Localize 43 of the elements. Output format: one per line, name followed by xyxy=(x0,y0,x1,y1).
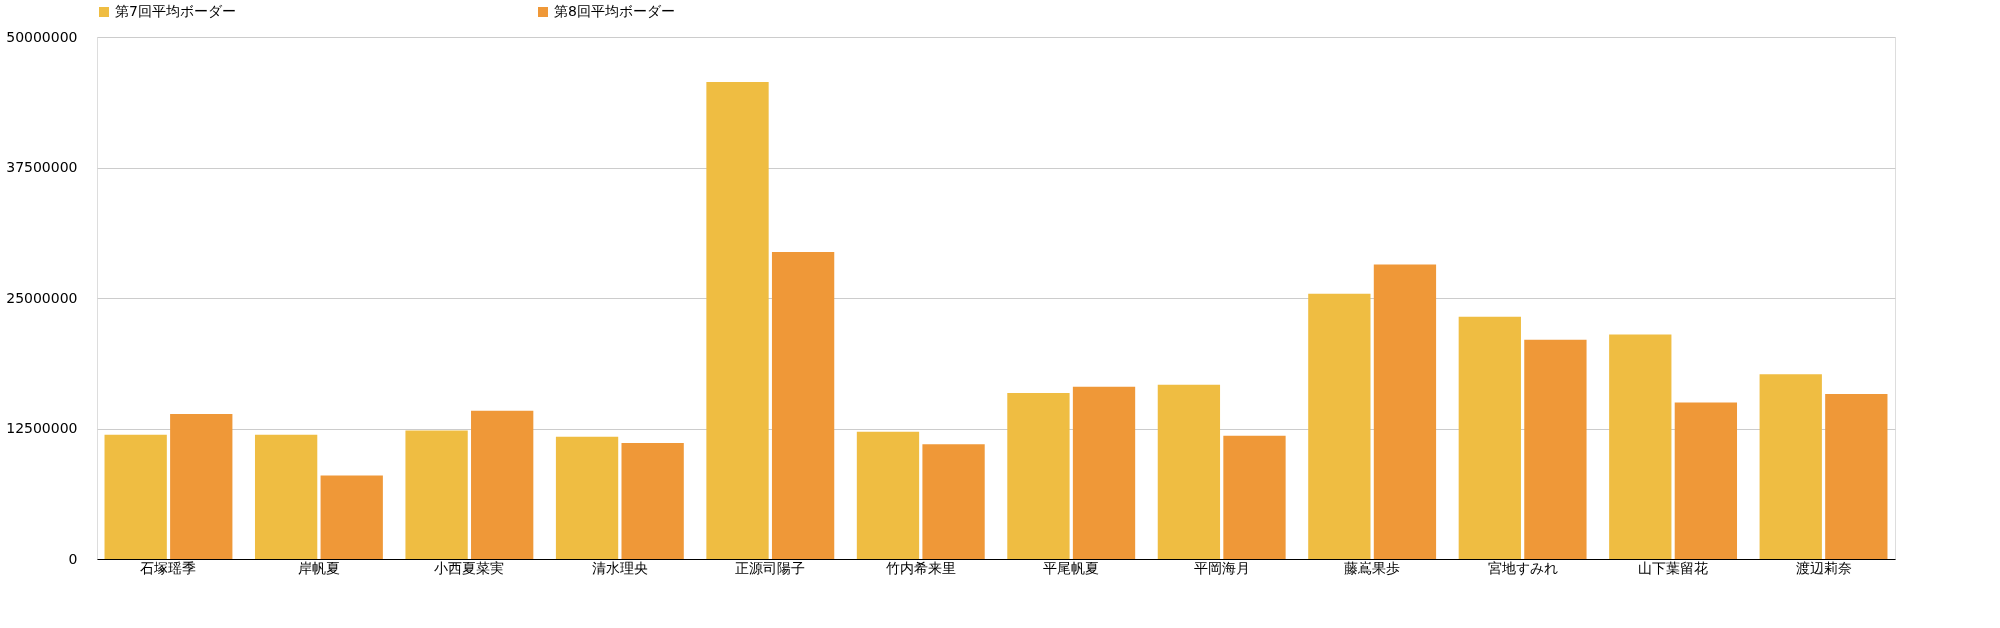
bar xyxy=(405,430,468,559)
bar xyxy=(104,434,167,559)
legend-label: 第7回平均ボーダー xyxy=(115,3,236,19)
bar xyxy=(254,434,318,559)
bar xyxy=(621,443,684,559)
bar xyxy=(1223,435,1286,559)
x-tick-label: 岸帆夏 xyxy=(297,559,340,576)
y-tick-label: 50000000 xyxy=(6,28,78,45)
x-tick-label: 山下葉留花 xyxy=(1638,559,1709,576)
y-tick-label: 12500000 xyxy=(6,420,78,436)
bar xyxy=(771,252,835,559)
bar xyxy=(471,410,534,559)
y-tick-label: 25000000 xyxy=(6,289,78,306)
x-tick-label: 正源司陽子 xyxy=(735,559,806,576)
x-tick-label: 藤嶌果歩 xyxy=(1344,559,1401,576)
bar xyxy=(1524,339,1587,559)
x-tick-label: 平岡海月 xyxy=(1193,559,1250,576)
bar xyxy=(1157,384,1221,559)
bar xyxy=(320,475,383,559)
x-tick-label: 宮地すみれ xyxy=(1487,559,1558,576)
y-tick-label: 37500000 xyxy=(6,159,78,175)
x-tick-label: 清水理央 xyxy=(591,559,648,576)
bar xyxy=(1308,293,1371,559)
bar xyxy=(856,431,920,559)
x-tick-label: 竹内希来里 xyxy=(885,559,956,576)
bar xyxy=(1458,316,1521,559)
bar xyxy=(1072,386,1136,559)
bar xyxy=(922,444,985,559)
x-tick-label: 平尾帆夏 xyxy=(1043,559,1100,576)
bar xyxy=(170,413,233,559)
bar xyxy=(555,436,619,559)
bar xyxy=(1759,374,1822,559)
bar xyxy=(1373,264,1437,559)
x-tick-label: 小西夏菜実 xyxy=(434,559,505,576)
legend-label: 第8回平均ボーダー xyxy=(554,3,675,19)
x-tick-label: 渡辺莉奈 xyxy=(1795,559,1852,576)
bar xyxy=(1825,394,1888,559)
x-tick-label: 石塚瑶季 xyxy=(140,559,197,576)
bar xyxy=(1674,402,1738,559)
bar xyxy=(706,81,769,559)
y-tick-label: 0 xyxy=(68,550,78,567)
bar xyxy=(1609,334,1672,559)
bar xyxy=(1007,393,1070,559)
